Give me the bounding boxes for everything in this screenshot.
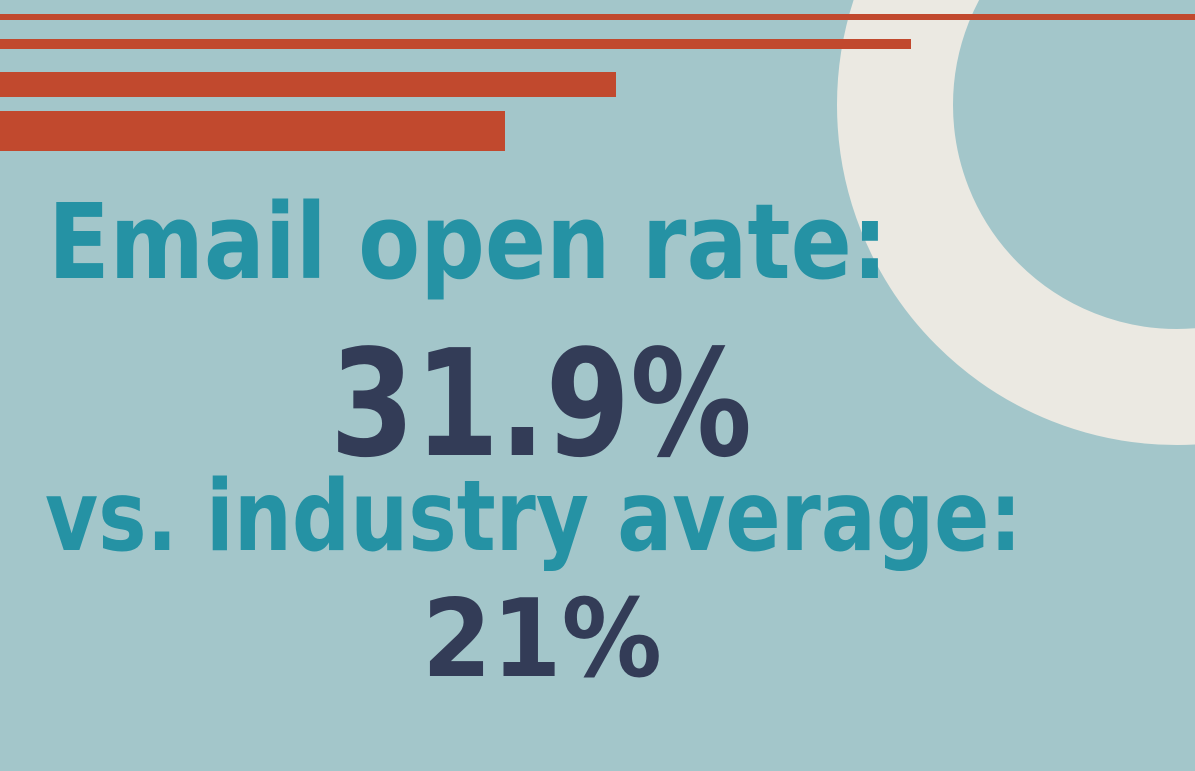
stripe bbox=[0, 111, 505, 151]
headline: Email open rate: bbox=[48, 181, 888, 303]
comparison-label: vs. industry average: bbox=[45, 460, 1022, 574]
comparison-value: 21% bbox=[422, 577, 662, 702]
stripe bbox=[0, 14, 1195, 20]
stripe bbox=[0, 72, 616, 97]
stripe bbox=[0, 39, 911, 49]
ring-decoration bbox=[837, 0, 1195, 445]
headline-value: 31.9% bbox=[330, 318, 752, 490]
